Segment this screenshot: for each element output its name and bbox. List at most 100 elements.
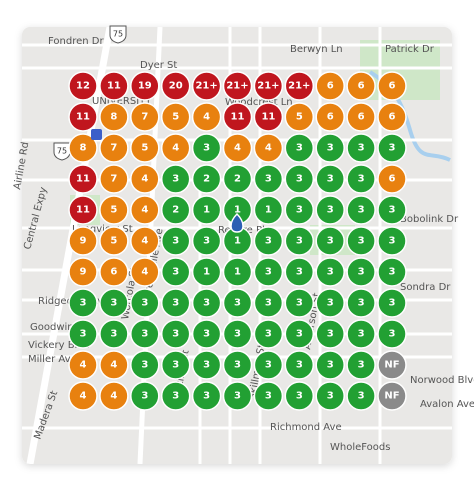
dot-label: 11 (76, 174, 90, 185)
grid-dot (253, 133, 284, 163)
grid-dot (284, 226, 315, 256)
dot-label: 3 (389, 298, 396, 309)
dot-label: 3 (389, 205, 396, 216)
dot-label: 3 (296, 267, 303, 278)
grid-dot (377, 164, 407, 194)
dot-label: 3 (265, 360, 272, 371)
dot-label: NF (384, 391, 399, 402)
grid-dot (191, 350, 222, 380)
grid-dot (160, 102, 191, 132)
grid-dot (160, 133, 191, 163)
dot-label: 6 (358, 81, 365, 92)
grid-dot (191, 226, 222, 256)
grid-dot (99, 71, 129, 101)
dot-label: 21+ (288, 81, 310, 92)
grid-dot (315, 226, 345, 256)
grid-dot (315, 288, 345, 318)
dot-label: 4 (172, 143, 179, 154)
grid-dot (284, 319, 315, 349)
grid-dot (284, 133, 315, 163)
street-label: Sondra Dr (400, 282, 451, 293)
dot-label: 3 (389, 329, 396, 340)
grid-dot (68, 226, 98, 256)
transit-icon (91, 129, 102, 140)
grid-dot (130, 319, 160, 349)
dot-label: 3 (296, 391, 303, 402)
grid-dot (222, 257, 253, 287)
dot-label: 3 (358, 267, 365, 278)
street-label: Miller Ave (28, 354, 77, 365)
dot-label: 6 (389, 81, 396, 92)
dot-label: 3 (358, 298, 365, 309)
dot-label: 3 (327, 298, 334, 309)
dot-label: 20 (169, 81, 183, 92)
grid-dot (99, 350, 129, 380)
grid-dot (253, 288, 284, 318)
dot-label: 3 (327, 205, 334, 216)
dot-label: 12 (76, 81, 90, 92)
dot-label: 1 (203, 205, 210, 216)
dot-label: 1 (234, 236, 241, 247)
dot-label: 3 (172, 360, 179, 371)
grid-dot (346, 71, 376, 101)
dot-label: 3 (296, 143, 303, 154)
grid-dot (191, 195, 222, 225)
dot-label: 1 (203, 267, 210, 278)
grid-dot (377, 288, 407, 318)
grid-dot (191, 71, 222, 101)
dot-label: 3 (234, 391, 241, 402)
grid-dot (253, 350, 284, 380)
street-label: Longview St (72, 224, 133, 235)
dot-label: 3 (172, 236, 179, 247)
dot-label: 5 (110, 205, 117, 216)
grid-dot (222, 350, 253, 380)
dot-label: 3 (389, 236, 396, 247)
grid-dot (284, 102, 315, 132)
grid-dot (68, 319, 98, 349)
street-label: Richmond Ave (270, 422, 342, 433)
grid-dot (284, 164, 315, 194)
grid-dot (346, 257, 376, 287)
grid-dot (253, 195, 284, 225)
dot-label: 4 (141, 174, 148, 185)
dot-label: 3 (296, 174, 303, 185)
dot-label: 3 (203, 329, 210, 340)
grid-dot (315, 195, 345, 225)
dot-label: 6 (110, 267, 117, 278)
grid-dot (130, 288, 160, 318)
grid-dot (253, 226, 284, 256)
dot-label: 4 (110, 360, 117, 371)
dot-label: 5 (141, 143, 148, 154)
dot-label: 11 (231, 112, 245, 123)
grid-dot (284, 71, 315, 101)
dot-label: 3 (265, 391, 272, 402)
dot-label: 3 (327, 360, 334, 371)
grid-dot (191, 102, 222, 132)
dot-label: 3 (358, 391, 365, 402)
dot-label: 3 (110, 329, 117, 340)
grid-dot (68, 257, 98, 287)
grid-dot (68, 381, 98, 411)
grid-dot (253, 257, 284, 287)
shield-label: 75 (57, 147, 67, 156)
dot-label: 2 (203, 174, 210, 185)
grid-dot (346, 195, 376, 225)
dot-label: 3 (327, 267, 334, 278)
grid-dot (253, 102, 284, 132)
dot-label: 3 (358, 360, 365, 371)
dot-label: 9 (80, 236, 87, 247)
dot-label: 3 (327, 236, 334, 247)
highway-shield (109, 25, 127, 44)
dot-label: 3 (296, 329, 303, 340)
grid-dot (377, 71, 407, 101)
dot-label: 3 (80, 298, 87, 309)
grid-dot (377, 257, 407, 287)
dot-label: 4 (203, 112, 210, 123)
dot-label: 6 (389, 112, 396, 123)
grid-dot (315, 319, 345, 349)
dot-label: 3 (327, 174, 334, 185)
dot-label: 3 (203, 143, 210, 154)
street-label: Berwyn Ln (290, 44, 343, 55)
dot-label: 21+ (257, 81, 279, 92)
